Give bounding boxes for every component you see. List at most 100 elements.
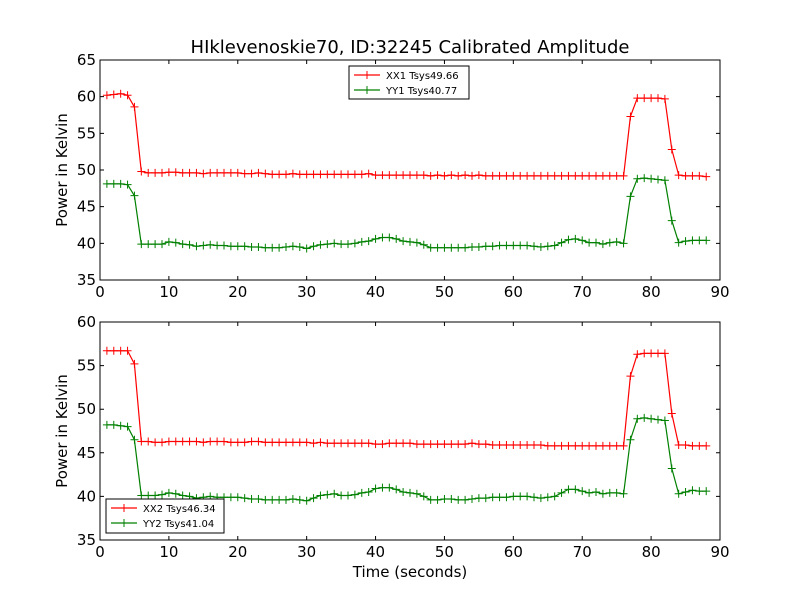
data-point: [316, 170, 325, 179]
data-point: [392, 234, 401, 243]
data-point: [557, 171, 566, 180]
x-tick-label: 50: [435, 543, 454, 561]
y-tick-label: 65: [77, 51, 96, 69]
data-point: [419, 440, 428, 449]
x-tick-label: 70: [573, 283, 592, 301]
data-point: [440, 495, 449, 504]
data-point: [557, 441, 566, 450]
data-point: [419, 171, 428, 180]
data-point: [399, 171, 408, 180]
data-point: [337, 439, 346, 448]
data-point: [468, 243, 476, 251]
data-point: [254, 437, 263, 446]
data-point: [447, 171, 456, 180]
data-point: [654, 415, 662, 424]
data-point: [619, 171, 628, 180]
data-point: [688, 486, 697, 495]
data-point: [612, 441, 621, 450]
x-tick-label: 20: [228, 543, 247, 561]
data-point: [261, 495, 270, 504]
legend-label: XX1 Tsys49.66: [386, 71, 459, 82]
data-point: [158, 490, 166, 499]
data-point: [681, 237, 690, 246]
data-point: [254, 243, 263, 251]
y-tick-label: 35: [77, 271, 96, 289]
y-axis-label: Power in Kelvin: [53, 374, 71, 488]
plot-frame: [99, 321, 721, 541]
data-point: [605, 441, 614, 450]
data-point: [633, 350, 642, 359]
data-point: [474, 243, 483, 251]
data-point: [206, 437, 215, 446]
series-markers: [102, 174, 711, 253]
data-point: [247, 243, 256, 251]
legend-label: YY2 Tsys41.04: [142, 519, 214, 530]
data-point: [151, 438, 160, 447]
data-point: [516, 241, 525, 250]
data-point: [357, 488, 366, 497]
data-point: [502, 171, 511, 180]
y-tick-label: 35: [77, 531, 96, 549]
data-point: [371, 234, 380, 243]
data-point: [647, 94, 656, 103]
data-point: [488, 171, 497, 180]
data-point: [633, 414, 642, 423]
data-point: [481, 494, 490, 503]
data-point: [585, 238, 594, 247]
data-point: [564, 485, 573, 494]
data-point: [288, 495, 297, 504]
data-point: [178, 240, 187, 249]
data-point: [592, 441, 600, 450]
data-point: [495, 440, 504, 449]
data-point: [137, 437, 146, 446]
data-point: [688, 236, 697, 245]
data-point: [702, 487, 711, 496]
data-point: [481, 440, 490, 449]
data-point: [213, 437, 222, 446]
data-point: [130, 191, 139, 200]
data-point: [350, 239, 359, 248]
data-point: [233, 438, 242, 447]
data-point: [605, 488, 614, 497]
data-point: [461, 440, 470, 449]
data-point: [612, 237, 621, 246]
data-point: [392, 439, 401, 448]
data-point: [378, 171, 387, 180]
data-point: [123, 180, 132, 189]
data-point: [406, 171, 414, 180]
data-point: [364, 237, 373, 246]
data-point: [592, 171, 600, 180]
data-point: [516, 171, 525, 180]
data-point: [364, 169, 373, 178]
data-point: [502, 440, 511, 449]
data-point: [660, 94, 669, 103]
data-point: [702, 441, 711, 450]
data-point: [275, 438, 284, 447]
data-point: [605, 171, 614, 180]
data-point: [619, 489, 628, 498]
data-point: [426, 171, 435, 180]
data-point: [185, 437, 194, 446]
data-point: [557, 238, 566, 247]
data-point: [323, 240, 332, 249]
data-point: [233, 242, 242, 251]
data-point: [192, 168, 201, 177]
data-point: [171, 437, 180, 446]
data-point: [447, 495, 456, 504]
data-point: [116, 89, 125, 98]
data-point: [144, 168, 153, 177]
data-point: [261, 169, 270, 178]
data-point: [302, 244, 311, 253]
data-point: [461, 495, 470, 504]
data-point: [275, 243, 284, 252]
data-point: [550, 492, 559, 501]
data-point: [371, 171, 380, 180]
data-point: [605, 238, 614, 247]
data-point: [247, 169, 256, 178]
data-point: [612, 488, 621, 497]
data-point: [130, 359, 139, 368]
data-point: [695, 487, 704, 496]
data-point: [626, 192, 635, 201]
data-point: [564, 235, 573, 244]
data-point: [240, 438, 249, 447]
